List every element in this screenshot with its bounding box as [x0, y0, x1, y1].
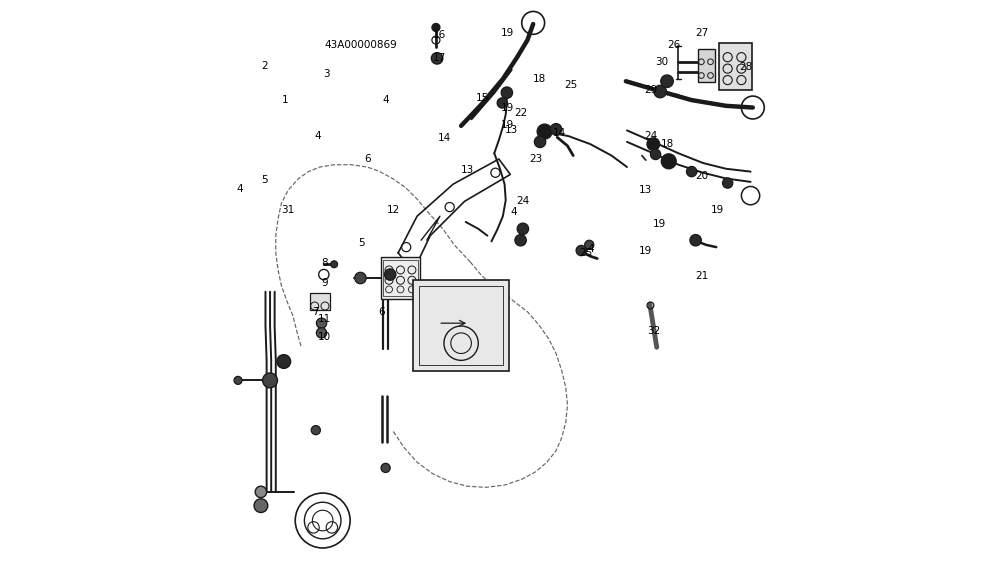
Text: 8: 8: [322, 258, 328, 268]
Circle shape: [515, 235, 526, 246]
Text: 3: 3: [323, 69, 329, 80]
Circle shape: [316, 328, 327, 338]
Text: 13: 13: [461, 165, 474, 176]
Circle shape: [654, 85, 666, 98]
Circle shape: [384, 269, 396, 280]
Circle shape: [661, 154, 676, 169]
Circle shape: [432, 23, 440, 31]
Text: 14: 14: [438, 133, 451, 144]
Text: 4: 4: [314, 131, 321, 141]
Text: 4: 4: [510, 206, 517, 217]
Text: 24: 24: [516, 196, 529, 206]
Circle shape: [647, 138, 660, 150]
Text: 25: 25: [579, 248, 592, 258]
Text: 27: 27: [696, 28, 709, 38]
Text: 12: 12: [387, 205, 400, 216]
Text: 6: 6: [379, 307, 385, 317]
Text: 11: 11: [318, 314, 331, 324]
Circle shape: [501, 87, 513, 98]
Bar: [698, 49, 715, 82]
Text: 19: 19: [501, 28, 514, 38]
Circle shape: [690, 235, 701, 246]
Circle shape: [550, 124, 562, 135]
Text: 7: 7: [312, 307, 319, 317]
Circle shape: [254, 499, 268, 513]
Bar: [419, 286, 503, 365]
Circle shape: [537, 124, 552, 139]
Bar: [310, 293, 330, 310]
Text: 4: 4: [383, 95, 389, 105]
Text: 23: 23: [530, 154, 543, 164]
Bar: [719, 43, 752, 90]
Text: 29: 29: [644, 85, 657, 96]
Text: 10: 10: [318, 332, 331, 343]
Text: 32: 32: [648, 325, 661, 336]
Text: 13: 13: [638, 185, 652, 195]
Text: 24: 24: [644, 131, 657, 141]
Text: 28: 28: [739, 62, 752, 73]
Text: 5: 5: [261, 175, 268, 185]
Text: 14: 14: [553, 128, 566, 138]
Circle shape: [650, 149, 661, 160]
Circle shape: [355, 272, 366, 284]
Circle shape: [686, 166, 697, 177]
Text: 25: 25: [564, 80, 577, 90]
Circle shape: [431, 53, 443, 64]
Circle shape: [331, 261, 338, 268]
Text: 4: 4: [587, 244, 594, 254]
Text: 19: 19: [501, 102, 514, 113]
Text: 26: 26: [667, 39, 680, 50]
Text: 19: 19: [501, 120, 514, 130]
Text: 19: 19: [710, 205, 724, 216]
Text: 17: 17: [433, 53, 446, 63]
Circle shape: [585, 240, 594, 249]
Circle shape: [517, 223, 529, 235]
Bar: [383, 260, 418, 296]
Text: 21: 21: [696, 271, 709, 281]
Text: 19: 19: [638, 245, 652, 256]
Circle shape: [277, 355, 291, 368]
Circle shape: [497, 98, 507, 108]
Circle shape: [576, 245, 586, 256]
Text: 13: 13: [505, 125, 518, 136]
Circle shape: [723, 178, 733, 188]
Text: 20: 20: [696, 171, 709, 181]
Circle shape: [534, 136, 546, 148]
Text: 19: 19: [653, 219, 667, 229]
Circle shape: [234, 376, 242, 384]
Text: 6: 6: [364, 154, 370, 164]
Circle shape: [311, 426, 320, 435]
Bar: [413, 280, 509, 371]
Text: 30: 30: [656, 57, 669, 67]
Text: 31: 31: [281, 205, 295, 216]
Text: 2: 2: [261, 61, 268, 71]
Text: 16: 16: [433, 30, 446, 41]
Text: 22: 22: [514, 108, 528, 118]
Circle shape: [263, 373, 277, 388]
Text: 5: 5: [358, 238, 365, 248]
Circle shape: [255, 486, 267, 498]
Text: 43A00000869: 43A00000869: [324, 39, 397, 50]
Bar: [381, 257, 420, 299]
Circle shape: [661, 75, 673, 88]
Text: 1: 1: [281, 95, 288, 105]
Text: 18: 18: [661, 139, 675, 149]
Circle shape: [381, 463, 390, 472]
Text: 15: 15: [476, 93, 489, 104]
Text: 9: 9: [322, 278, 328, 288]
Text: 4: 4: [237, 184, 244, 194]
Text: 18: 18: [533, 74, 546, 84]
Circle shape: [316, 318, 327, 328]
